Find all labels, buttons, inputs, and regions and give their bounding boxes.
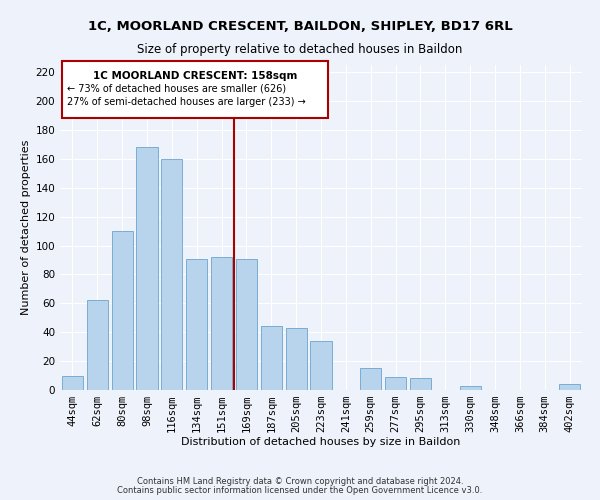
Bar xyxy=(310,341,332,390)
Text: 1C MOORLAND CRESCENT: 158sqm: 1C MOORLAND CRESCENT: 158sqm xyxy=(93,71,298,81)
Text: ← 73% of detached houses are smaller (626): ← 73% of detached houses are smaller (62… xyxy=(67,84,287,94)
Bar xyxy=(286,328,307,390)
Bar xyxy=(385,377,406,390)
Bar xyxy=(186,258,207,390)
Text: 1C, MOORLAND CRESCENT, BAILDON, SHIPLEY, BD17 6RL: 1C, MOORLAND CRESCENT, BAILDON, SHIPLEY,… xyxy=(88,20,512,33)
Text: 27% of semi-detached houses are larger (233) →: 27% of semi-detached houses are larger (… xyxy=(67,97,306,107)
Bar xyxy=(236,258,257,390)
Bar xyxy=(559,384,580,390)
Bar xyxy=(410,378,431,390)
Bar xyxy=(261,326,282,390)
Bar xyxy=(87,300,108,390)
Y-axis label: Number of detached properties: Number of detached properties xyxy=(21,140,31,315)
Text: Contains HM Land Registry data © Crown copyright and database right 2024.: Contains HM Land Registry data © Crown c… xyxy=(137,477,463,486)
Bar xyxy=(211,257,232,390)
Bar xyxy=(460,386,481,390)
Bar xyxy=(112,231,133,390)
Bar xyxy=(136,148,158,390)
X-axis label: Distribution of detached houses by size in Baildon: Distribution of detached houses by size … xyxy=(181,436,461,446)
Text: Size of property relative to detached houses in Baildon: Size of property relative to detached ho… xyxy=(137,42,463,56)
Bar xyxy=(161,159,182,390)
Bar xyxy=(62,60,328,118)
Bar xyxy=(62,376,83,390)
Text: Contains public sector information licensed under the Open Government Licence v3: Contains public sector information licen… xyxy=(118,486,482,495)
Bar xyxy=(360,368,381,390)
